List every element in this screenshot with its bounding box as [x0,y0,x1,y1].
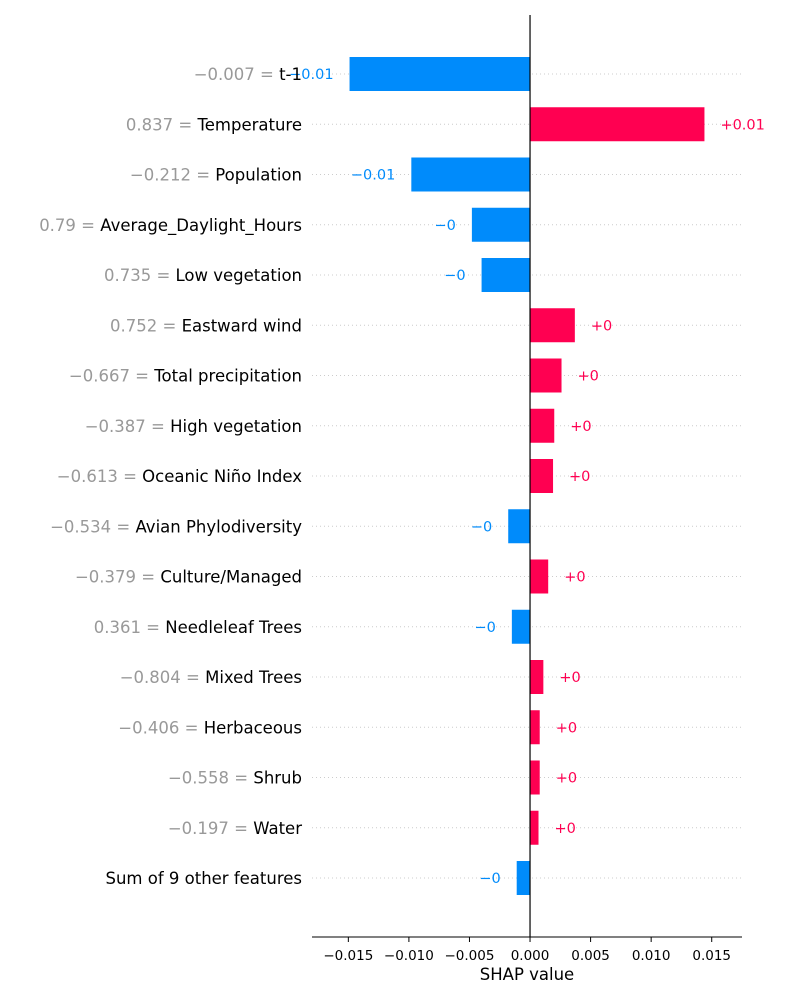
bar-positive [530,810,539,845]
feature-label: −0.534 = Avian Phylodiversity [50,517,302,536]
bar-value-label: +0.01 [720,117,764,133]
bar-value-label: −0 [479,871,500,887]
bar-value-label: −0.01 [289,67,333,83]
feature-value: −0.667 = [69,367,154,386]
feature-label: 0.837 = Temperature [126,115,302,134]
bar-negative [481,258,531,292]
bar-positive [530,559,549,594]
feature-name: Needleleaf Trees [165,618,302,637]
feature-label: −0.387 = High vegetation [85,417,302,436]
feature-name: Oceanic Niño Index [142,467,302,486]
bar-positive [530,107,705,142]
bar-negative [508,509,531,544]
feature-name: Sum of 9 other features [105,869,302,888]
feature-name: Shrub [253,769,302,788]
bar-value-label: +0 [555,821,576,837]
x-tick-label: −0.005 [444,948,494,964]
bar-value-label: +0 [556,720,577,736]
bar-positive [530,308,575,343]
feature-name: Herbaceous [204,718,302,737]
bar-value-label: −0 [474,620,495,636]
bar-value-label: +0 [556,771,577,787]
feature-name: Population [215,166,302,185]
feature-value: −0.406 = [118,718,203,737]
bar-positive [530,710,540,745]
feature-value: 0.752 = [110,316,182,335]
feature-value: 0.79 = [39,216,100,235]
feature-label: −0.212 = Population [130,166,302,185]
feature-name: Water [253,819,302,838]
feature-label: −0.804 = Mixed Trees [120,668,302,687]
bar-positive [530,459,554,493]
feature-name: Eastward wind [182,316,302,335]
gridlines [312,73,742,879]
feature-label: −0.007 = t-1 [194,65,302,84]
bar-value-label: −0.01 [351,168,395,184]
feature-value: −0.197 = [168,819,253,838]
feature-name: Low vegetation [176,266,302,285]
feature-label: 0.752 = Eastward wind [110,316,302,335]
x-tick-label: 0.000 [511,948,550,964]
feature-label: −0.379 = Culture/Managed [75,568,302,587]
x-tick-label: −0.010 [384,948,434,964]
feature-label: Sum of 9 other features [105,869,302,888]
feature-label: 0.361 = Needleleaf Trees [94,618,302,637]
bar-value-label: −0 [471,519,492,535]
bar-negative [471,207,531,242]
bar-value-label: +0 [559,670,580,686]
bar-value-label: −0 [435,218,456,234]
feature-value: −0.804 = [120,668,205,687]
bar-negative [411,157,531,192]
feature-name: Culture/Managed [160,568,302,587]
bar-positive [530,760,540,795]
bar-positive [530,408,555,443]
x-tick-label: 0.015 [692,948,731,964]
bar-positive [530,358,562,393]
feature-label: −0.406 = Herbaceous [118,718,302,737]
feature-name: Temperature [196,115,302,134]
feature-value: −0.534 = [50,517,135,536]
feature-value: 0.735 = [104,266,176,285]
feature-label: 0.79 = Average_Daylight_Hours [39,216,302,236]
x-tick-label: 0.005 [571,948,610,964]
bar-value-label: +0 [591,318,612,334]
bar-value-label: +0 [569,469,590,485]
bar-negative [516,861,531,895]
feature-label: 0.735 = Low vegetation [104,266,302,285]
feature-name: High vegetation [170,417,302,436]
feature-name: t-1 [279,65,302,84]
bar-value-label: −0 [444,268,465,284]
bars: −0.01 +0.01 −0.01 −0 −0 +0 +0 +0 +0 −0 +0 −0 +0 +0 +0 +… [289,57,765,895]
feature-value: −0.379 = [75,568,160,587]
bar-positive [530,660,544,694]
feature-value: −0.387 = [85,417,170,436]
feature-value: 0.837 = [126,115,198,134]
bar-value-label: +0 [564,570,585,586]
feature-value: −0.558 = [168,769,253,788]
x-axis-title: SHAP value [480,965,574,984]
bar-negative [511,609,531,644]
feature-value: −0.613 = [57,467,142,486]
bar-negative [349,57,531,91]
feature-name: Total precipitation [153,367,302,386]
feature-label: −0.197 = Water [168,819,302,838]
x-tick-label: −0.015 [323,948,373,964]
feature-labels: −0.007 = t-1 0.837 = Temperature −0.212 = … [39,65,302,888]
feature-name: Avian Phylodiversity [135,517,302,536]
x-axis: −0.015 −0.010 −0.005 0.000 0.005 0.010 0.015 [312,936,742,964]
feature-value: 0.361 = [94,618,166,637]
feature-name: Mixed Trees [205,668,302,687]
x-tick-label: 0.010 [632,948,671,964]
feature-label: −0.558 = Shrub [168,769,302,788]
bar-value-label: +0 [570,419,591,435]
bar-value-label: +0 [578,369,599,385]
feature-value: −0.212 = [130,166,215,185]
feature-name: Average_Daylight_Hours [100,216,302,236]
feature-value: −0.007 = [194,65,279,84]
feature-label: −0.667 = Total precipitation [69,367,302,386]
feature-label: −0.613 = Oceanic Niño Index [57,467,302,486]
